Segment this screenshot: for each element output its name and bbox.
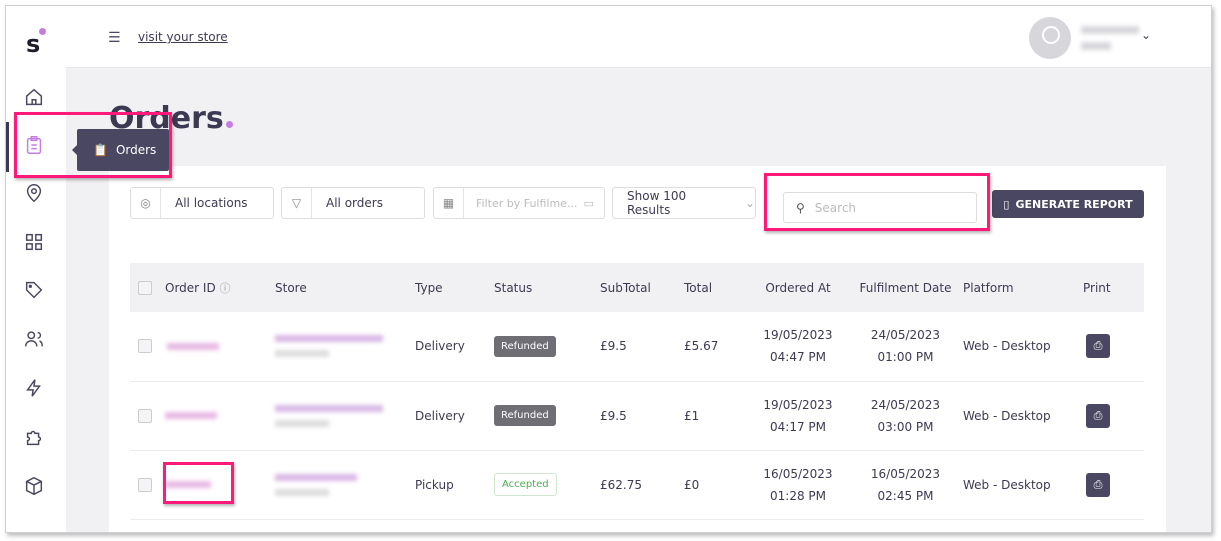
menu-collapse-icon[interactable]: ☰: [108, 30, 121, 46]
order-type-filter[interactable]: ▽ All orders: [281, 187, 425, 219]
filter-icon: ▽: [282, 188, 312, 218]
chevron-down-icon: ⌄: [744, 196, 755, 210]
status-badge: Refunded: [494, 335, 556, 357]
home-icon: [25, 88, 43, 106]
row-checkbox[interactable]: [138, 477, 152, 492]
search-icon: ⚲: [796, 200, 805, 215]
users-icon: [25, 331, 43, 347]
sidebar-item-customers[interactable]: [23, 328, 47, 352]
logo: s: [26, 28, 47, 58]
printer-icon: ⎙: [1093, 339, 1103, 353]
location-filter[interactable]: ◎ All locations: [130, 187, 274, 219]
highlight-box-order-id: [163, 462, 234, 504]
lightning-icon: [26, 379, 41, 397]
print-button[interactable]: ⎙: [1086, 334, 1110, 359]
generate-report-button[interactable]: ▯ GENERATE REPORT: [992, 190, 1144, 218]
printer-icon: ⎙: [1093, 408, 1103, 422]
order-id-redacted[interactable]: [167, 342, 219, 350]
sidebar-item-categories[interactable]: [23, 231, 47, 255]
visit-store-link[interactable]: visit your store: [138, 30, 228, 44]
fulfilment-date-filter[interactable]: ▦ Filter by Fulfilme... ▭: [433, 187, 605, 219]
orders-card: ◎ All locations ▽ All orders ▦ Filter by Fu…: [109, 166, 1166, 532]
orders-table: Order ID ⓘ Store Type Status SubTotal To…: [130, 263, 1144, 520]
order-id-redacted[interactable]: [165, 481, 211, 488]
chevron-down-icon[interactable]: ⌄: [1140, 28, 1151, 42]
table-row[interactable]: Delivery Refunded £9.5 £1 19/05/2023 04:1…: [130, 381, 1144, 451]
top-header: ☰ visit your store ⌄: [66, 6, 1211, 68]
calendar-icon: ▭: [583, 196, 594, 210]
row-checkbox[interactable]: [138, 408, 152, 423]
store-detail-redacted: [275, 419, 329, 427]
table-row[interactable]: Delivery Refunded £9.5 £5.67 19/05/2023 0…: [130, 312, 1144, 382]
highlight-box-search: [764, 173, 990, 231]
app-window: s ☰ visit your store ⌄ Orders ◎ All locat…: [5, 5, 1212, 533]
calendar-icon: ▦: [434, 188, 464, 218]
store-name-redacted: [275, 335, 383, 343]
orders-tooltip: 📋 Orders: [72, 129, 169, 171]
highlight-box-orders: [14, 112, 172, 178]
select-all-checkbox[interactable]: [138, 280, 152, 295]
puzzle-icon: [26, 430, 42, 446]
box-icon: [25, 476, 43, 496]
user-role-redacted: [1081, 42, 1111, 50]
location-pin-icon: ◎: [131, 188, 161, 218]
active-indicator: [6, 122, 9, 172]
store-name-redacted: [275, 473, 357, 481]
status-badge: Accepted: [494, 473, 557, 496]
help-icon[interactable]: ⓘ: [219, 281, 231, 295]
store-detail-redacted: [275, 350, 329, 358]
order-id-redacted[interactable]: [165, 412, 217, 419]
store-detail-redacted: [275, 488, 329, 496]
print-button[interactable]: ⎙: [1086, 403, 1110, 428]
results-per-page-select[interactable]: Show 100 Results ⌄: [612, 187, 756, 219]
clipboard-icon: 📋: [93, 143, 108, 157]
sidebar-item-orders[interactable]: [23, 134, 47, 158]
sidebar-item-tags[interactable]: [23, 279, 47, 303]
tag-icon: [25, 281, 43, 299]
sidebar: s: [6, 6, 66, 532]
grid-icon: [25, 233, 43, 251]
row-checkbox[interactable]: [138, 339, 152, 354]
location-pin-icon: [26, 184, 42, 203]
table-header: Order ID ⓘ Store Type Status SubTotal To…: [130, 263, 1144, 312]
avatar[interactable]: [1029, 17, 1071, 59]
sidebar-item-integrations[interactable]: [23, 377, 47, 401]
sidebar-item-products[interactable]: [23, 475, 47, 499]
sidebar-item-extensions[interactable]: [23, 426, 47, 450]
table-row[interactable]: Pickup Accepted £62.75 £0 16/05/2023 01:2…: [130, 450, 1144, 520]
status-badge: Refunded: [494, 405, 556, 426]
print-button[interactable]: ⎙: [1086, 472, 1110, 497]
store-name-redacted: [275, 404, 383, 412]
user-name-redacted: [1081, 26, 1139, 34]
sidebar-item-locations[interactable]: [23, 182, 47, 206]
clipboard-icon: [26, 136, 42, 154]
printer-icon: ⎙: [1093, 477, 1103, 491]
search-input[interactable]: ⚲ Search: [783, 192, 977, 223]
sidebar-item-home[interactable]: [23, 86, 47, 110]
document-icon: ▯: [1003, 197, 1010, 211]
